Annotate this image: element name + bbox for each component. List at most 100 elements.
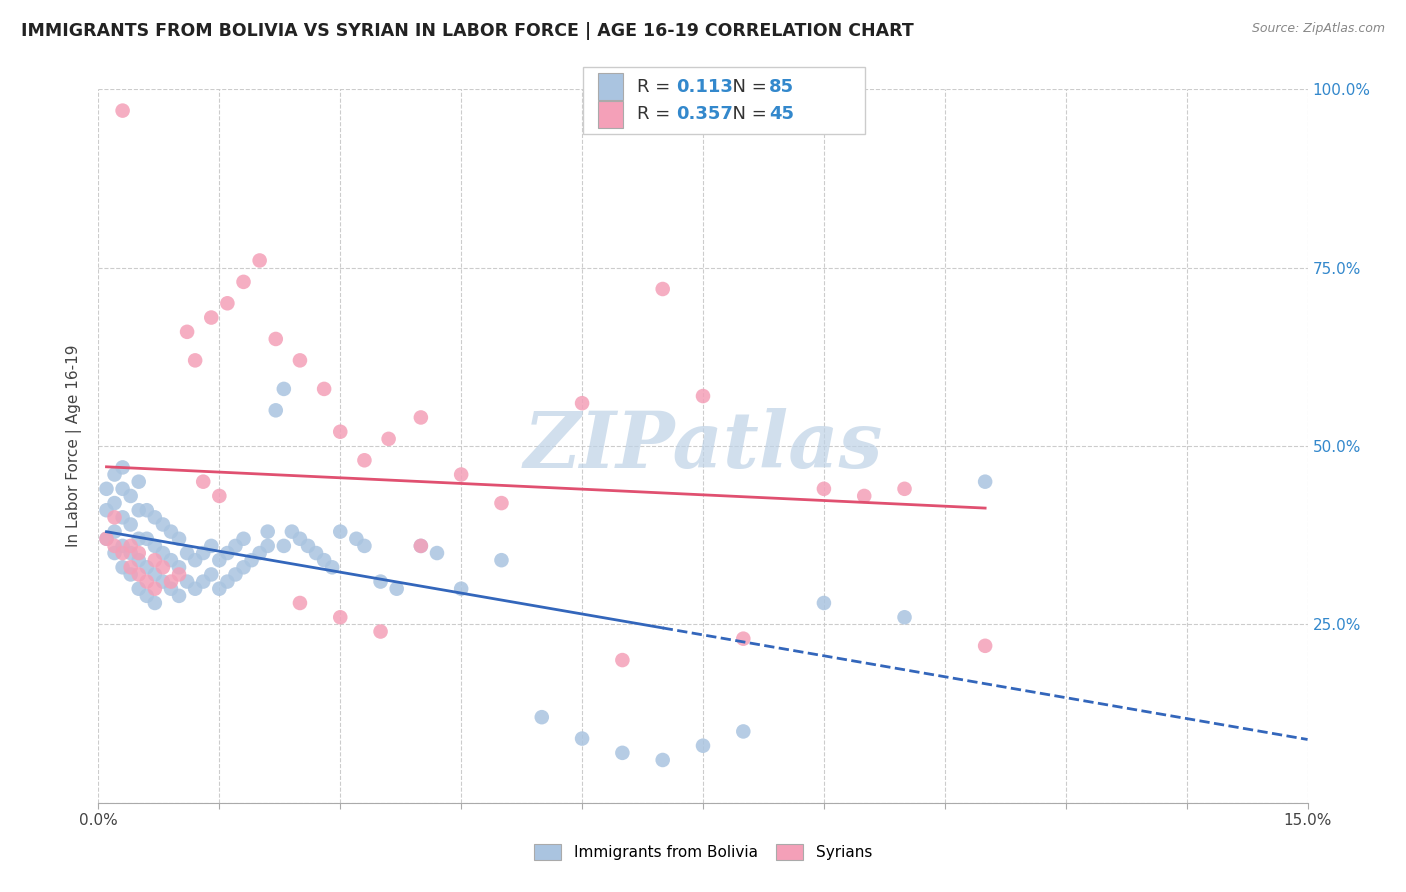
Point (249, 253, 271, 268)
Point (651, 753, 673, 767)
Point (377, 432, 399, 446)
Point (612, 653, 634, 667)
Point (329, 425, 352, 439)
Point (135, 532, 157, 546)
Point (232, 560, 254, 574)
Point (176, 574, 198, 589)
Point (370, 574, 392, 589)
Point (733, 632, 755, 646)
Point (409, 539, 432, 553)
Point (224, 567, 246, 582)
Point (893, 482, 915, 496)
Text: ZIPatlas: ZIPatlas (523, 408, 883, 484)
Point (128, 553, 150, 567)
Point (344, 532, 367, 546)
Point (160, 524, 183, 539)
Point (96, 503, 118, 517)
Point (249, 546, 271, 560)
Point (426, 546, 449, 560)
Point (273, 539, 295, 553)
Point (305, 546, 328, 560)
Point (103, 539, 125, 553)
Point (111, 560, 134, 574)
Point (264, 332, 287, 346)
Point (167, 567, 190, 582)
Point (692, 389, 714, 403)
Point (135, 574, 157, 589)
Point (120, 517, 142, 532)
Point (256, 539, 278, 553)
Point (193, 574, 215, 589)
Point (167, 560, 190, 574)
Text: Source: ZipAtlas.com: Source: ZipAtlas.com (1251, 22, 1385, 36)
Point (208, 582, 231, 596)
Point (974, 475, 997, 489)
Point (111, 539, 134, 553)
Point (893, 610, 915, 624)
Point (120, 567, 142, 582)
Point (297, 539, 319, 553)
Legend: Immigrants from Bolivia, Syrians: Immigrants from Bolivia, Syrians (527, 838, 879, 866)
Point (111, 103, 134, 118)
Point (128, 582, 150, 596)
Point (200, 539, 222, 553)
Point (370, 624, 392, 639)
Point (103, 510, 125, 524)
Point (160, 553, 183, 567)
Point (143, 539, 166, 553)
Point (385, 582, 408, 596)
Point (152, 560, 174, 574)
Point (128, 532, 150, 546)
Point (184, 553, 207, 567)
Text: 85: 85 (769, 78, 794, 95)
Point (353, 453, 375, 467)
Point (128, 475, 150, 489)
Text: N =: N = (721, 78, 773, 95)
Point (111, 510, 134, 524)
Point (571, 731, 593, 746)
Point (200, 310, 222, 325)
Point (160, 574, 183, 589)
Point (135, 589, 157, 603)
Text: N =: N = (721, 105, 773, 123)
Text: R =: R = (637, 78, 676, 95)
Text: 0.357: 0.357 (676, 105, 733, 123)
Point (143, 567, 166, 582)
Point (135, 503, 157, 517)
Text: R =: R = (637, 105, 676, 123)
Point (692, 739, 714, 753)
Point (128, 546, 150, 560)
Point (143, 510, 166, 524)
Point (103, 496, 125, 510)
Point (111, 546, 134, 560)
Point (208, 553, 231, 567)
Point (974, 639, 997, 653)
Point (193, 475, 215, 489)
Point (111, 460, 134, 475)
Point (208, 489, 231, 503)
Point (217, 296, 239, 310)
Point (184, 582, 207, 596)
Point (450, 467, 472, 482)
Point (491, 496, 513, 510)
Point (256, 524, 278, 539)
Point (103, 546, 125, 560)
Point (288, 353, 311, 368)
Point (224, 539, 246, 553)
Point (143, 596, 166, 610)
Point (120, 546, 142, 560)
Point (143, 582, 166, 596)
Point (184, 353, 207, 368)
Text: 45: 45 (769, 105, 794, 123)
Point (167, 532, 190, 546)
Point (651, 282, 673, 296)
Point (813, 596, 835, 610)
Point (120, 539, 142, 553)
Point (176, 325, 198, 339)
Point (176, 546, 198, 560)
Text: 0.113: 0.113 (676, 78, 733, 95)
Point (96, 482, 118, 496)
Point (813, 482, 835, 496)
Point (128, 567, 150, 582)
Point (530, 710, 553, 724)
